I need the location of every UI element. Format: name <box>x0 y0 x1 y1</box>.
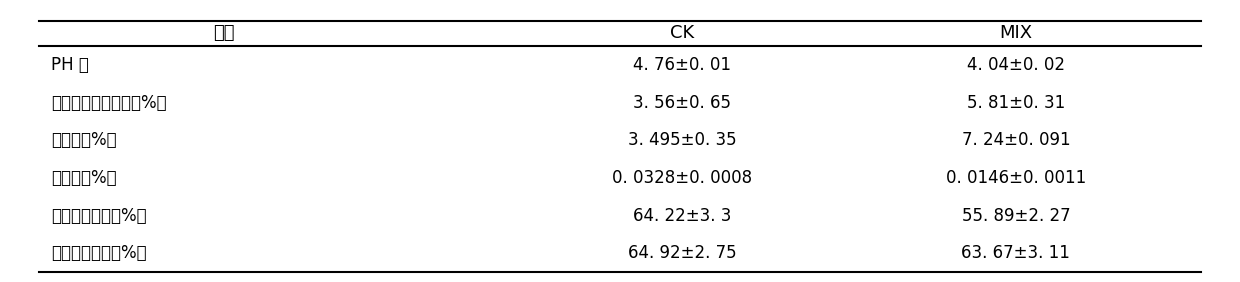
Text: 5. 81±0. 31: 5. 81±0. 31 <box>967 94 1065 112</box>
Text: 0. 0328±0. 0008: 0. 0328±0. 0008 <box>611 169 751 187</box>
Text: 中性洗涤纤维（%）: 中性洗涤纤维（%） <box>51 207 146 225</box>
Text: 0. 0146±0. 0011: 0. 0146±0. 0011 <box>946 169 1086 187</box>
Text: MIX: MIX <box>999 25 1033 43</box>
Text: PH 值: PH 值 <box>51 56 89 74</box>
Text: CK: CK <box>670 25 694 43</box>
Text: 可溶性碳水化合物（%）: 可溶性碳水化合物（%） <box>51 94 166 112</box>
Text: 3. 495±0. 35: 3. 495±0. 35 <box>627 131 737 149</box>
Text: 64. 22±3. 3: 64. 22±3. 3 <box>632 207 732 225</box>
Text: 指标: 指标 <box>213 25 234 43</box>
Text: 氨态氮（%）: 氨态氮（%） <box>51 169 117 187</box>
Text: 3. 56±0. 65: 3. 56±0. 65 <box>632 94 730 112</box>
Text: 酸性洗涤纤维（%）: 酸性洗涤纤维（%） <box>51 244 146 262</box>
Text: 64. 92±2. 75: 64. 92±2. 75 <box>627 244 737 262</box>
Text: 4. 76±0. 01: 4. 76±0. 01 <box>632 56 730 74</box>
Text: 7. 24±0. 091: 7. 24±0. 091 <box>961 131 1070 149</box>
Text: 4. 04±0. 02: 4. 04±0. 02 <box>967 56 1065 74</box>
Text: 63. 67±3. 11: 63. 67±3. 11 <box>961 244 1070 262</box>
Text: 55. 89±2. 27: 55. 89±2. 27 <box>961 207 1070 225</box>
Text: 蛋白质（%）: 蛋白质（%） <box>51 131 117 149</box>
